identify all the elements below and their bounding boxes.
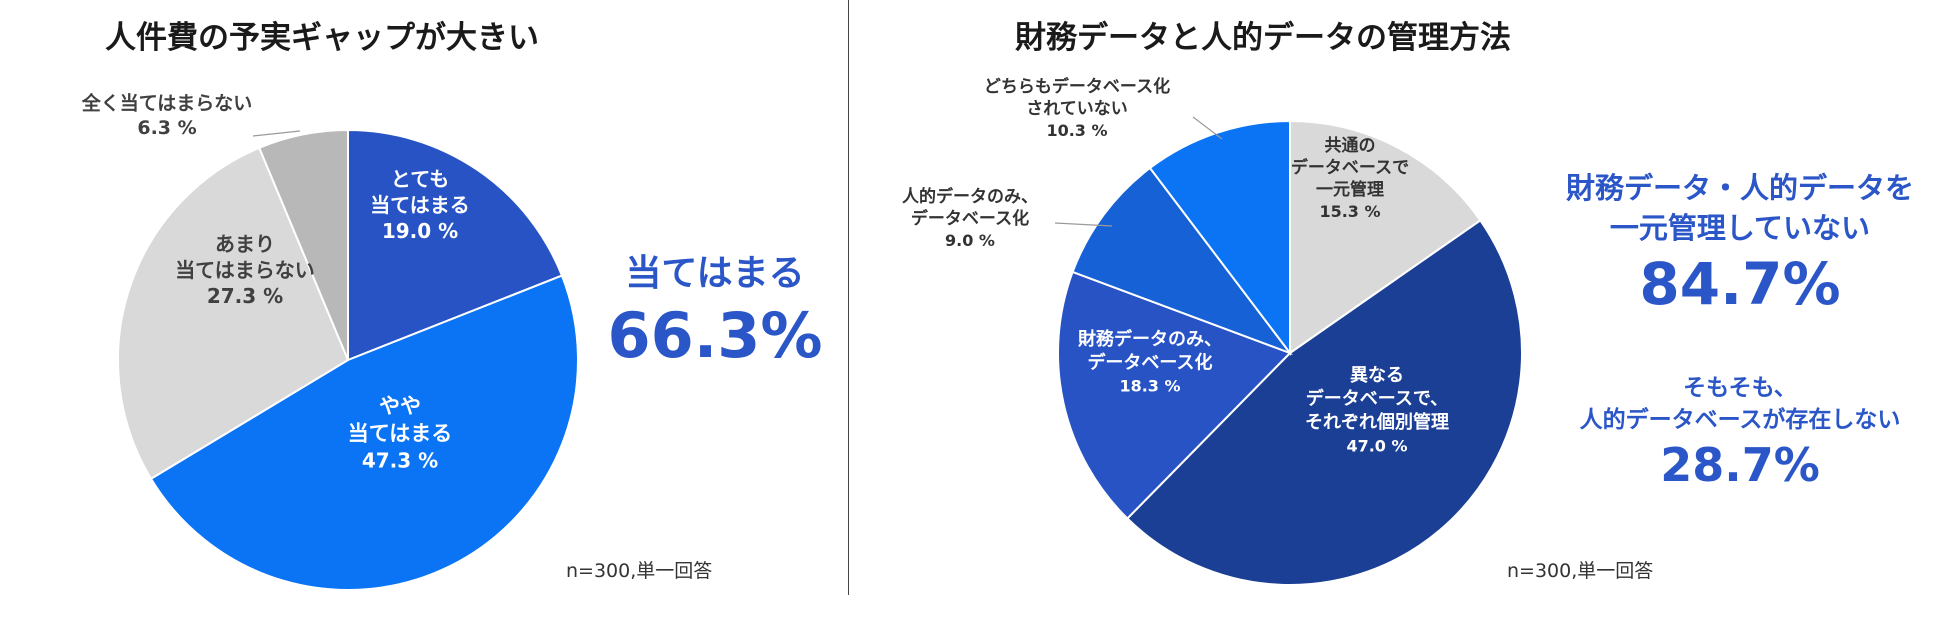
left-pie-slice-3 — [257, 128, 349, 361]
left-slice-label-2-line-0: あまり — [215, 232, 275, 256]
right-leader-line-3 — [1054, 222, 1113, 227]
left-slice-label-0-line-0: とても — [391, 167, 449, 191]
right-pie-slice-4 — [1148, 119, 1291, 356]
right-callout-sub-value: 28.7% — [1660, 438, 1820, 492]
right-slice-label-2-line-1: データベース化 — [1087, 351, 1212, 373]
right-slice-value-3: 9.0 % — [945, 231, 995, 250]
left-pie-slice-0 — [347, 128, 564, 362]
left-pie-slice-1 — [149, 274, 579, 591]
left-slice-label-3: 全く当てはまらない 6.3 % — [81, 91, 253, 139]
right-slice-value-4: 10.3 % — [1046, 121, 1107, 140]
left-callout-value: 66.3% — [607, 299, 823, 372]
right-slice-label-2-line-0: 財務データのみ、 — [1078, 328, 1222, 350]
right-slice-label-4-line-1: されていない — [1026, 99, 1128, 119]
right-pie-slice-0 — [1289, 119, 1482, 355]
right-pie-slice-3 — [1071, 166, 1293, 356]
right-pie-slice-2 — [1057, 270, 1292, 520]
panel-divider — [848, 0, 849, 595]
left-slice-label-1-line-1: 当てはまる — [348, 421, 453, 445]
left-slice-label-3-line-0: 全く当てはまらない — [81, 91, 253, 114]
right-pie-slice-1 — [1125, 218, 1523, 586]
right-callout-sub: そもそも、 人的データベースが存在しない 28.7% — [1545, 372, 1935, 494]
left-slice-value-1: 47.3 % — [362, 449, 438, 473]
right-slice-value-2: 18.3 % — [1119, 377, 1180, 396]
left-pie-slice-2 — [117, 146, 350, 481]
right-slice-label-0-line-1: データベースで — [1291, 157, 1409, 178]
left-chart-title: 人件費の予実ギャップが大きい — [105, 20, 539, 56]
right-callout-main-line1: 財務データ・人的データを — [1565, 171, 1914, 205]
right-slice-label-1-line-2: それぞれ個別管理 — [1305, 411, 1449, 433]
right-leader-line-4 — [1192, 116, 1223, 140]
right-sample-note: n=300,単一回答 — [1507, 560, 1654, 582]
right-callout-main: 財務データ・人的データを 一元管理していない 84.7% — [1545, 168, 1935, 320]
right-slice-value-0: 15.3 % — [1319, 202, 1380, 221]
right-slice-label-3-line-0: 人的データのみ、 — [902, 186, 1038, 207]
right-slice-label-0-line-2: 一元管理 — [1316, 179, 1384, 200]
left-sample-note: n=300,単一回答 — [566, 560, 713, 582]
right-callout-main-value: 84.7% — [1639, 250, 1841, 318]
left-leader-line-3 — [252, 130, 301, 137]
left-slice-value-2: 27.3 % — [207, 284, 283, 308]
right-slice-label-4-line-0: どちらもデータベース化 — [984, 76, 1170, 97]
right-slice-label-1-line-1: データベースで、 — [1306, 388, 1448, 410]
right-slice-label-0-line-0: 共通の — [1325, 136, 1376, 156]
right-chart-title: 財務データと人的データの管理方法 — [1015, 20, 1511, 56]
right-slice-value-1: 47.0 % — [1346, 436, 1407, 455]
left-slice-label-0-line-1: 当てはまる — [370, 193, 470, 217]
left-callout-label: 当てはまる — [625, 253, 805, 294]
left-slice-value-3: 6.3 % — [137, 117, 196, 139]
right-slice-label-3: 人的データのみ、データベース化 9.0 % — [902, 186, 1038, 250]
left-slice-label-1-line-0: やや — [379, 394, 421, 418]
right-callout-main-line2: 一元管理していない — [1609, 211, 1871, 245]
left-slice-value-0: 19.0 % — [382, 219, 458, 243]
right-callout-sub-line1: そもそも、 — [1683, 375, 1797, 401]
right-slice-label-3-line-1: データベース化 — [911, 208, 1029, 229]
right-slice-label-2: 財務データのみ、データベース化 18.3 % — [1078, 328, 1222, 396]
right-slice-label-1-line-0: 異なる — [1350, 365, 1404, 386]
left-slice-label-2-line-1: 当てはまらない — [175, 258, 315, 282]
left-callout: 当てはまる 66.3% — [590, 250, 840, 374]
right-callout-sub-line2: 人的データベースが存在しない — [1579, 407, 1901, 433]
